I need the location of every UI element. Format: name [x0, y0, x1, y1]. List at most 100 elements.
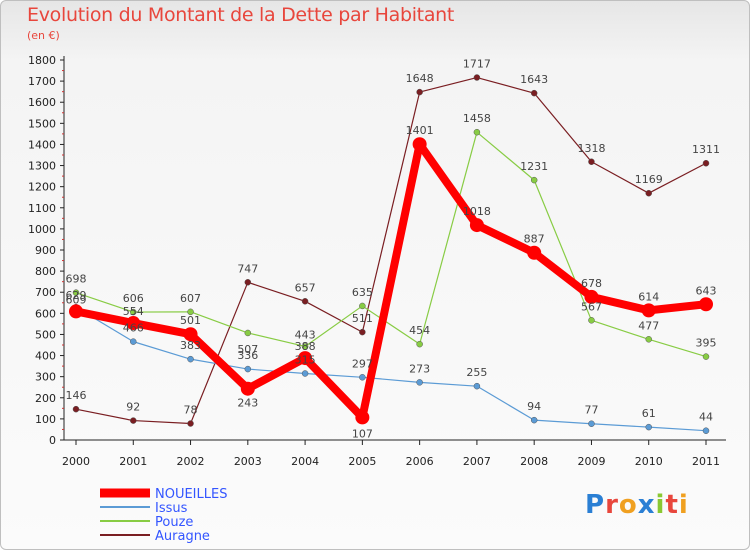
- data-label-pouze: 443: [295, 328, 316, 341]
- data-point-issus: [359, 374, 366, 381]
- logo-letter: i: [678, 490, 689, 520]
- data-point-noueilles: [126, 316, 141, 331]
- data-label-issus: 629: [66, 289, 87, 302]
- logo-letter: t: [665, 490, 679, 520]
- x-tick-label: 2004: [291, 455, 319, 468]
- data-label-pouze: 635: [352, 286, 373, 299]
- logo-letter: r: [605, 490, 619, 520]
- data-point-auragne: [244, 279, 252, 286]
- x-tick-label: 2003: [234, 455, 262, 468]
- data-label-pouze: 698: [66, 273, 87, 286]
- data-label-auragne: 146: [66, 389, 87, 402]
- data-point-issus: [473, 382, 481, 390]
- x-tick-label: 2007: [463, 455, 491, 468]
- data-point-auragne: [72, 405, 80, 413]
- x-tick-label: 2005: [348, 455, 376, 468]
- data-label-auragne: 747: [237, 262, 258, 275]
- data-point-auragne: [301, 298, 309, 305]
- data-point-issus: [130, 338, 137, 345]
- data-point-pouze: [473, 128, 481, 136]
- y-tick-label: 1100: [28, 202, 56, 215]
- data-label-issus: 94: [527, 400, 541, 413]
- data-label-auragne: 1648: [406, 72, 434, 85]
- data-label-noueilles: 614: [638, 290, 659, 303]
- logo-letter: o: [618, 490, 638, 520]
- data-point-auragne: [359, 328, 366, 336]
- legend-label-pouze: Pouze: [155, 515, 193, 530]
- y-tick-label: 1700: [28, 75, 56, 88]
- logo-letter: P: [585, 490, 606, 520]
- data-point-issus: [187, 355, 194, 363]
- data-label-noueilles: 1401: [406, 124, 434, 137]
- data-point-auragne: [702, 159, 710, 167]
- data-label-auragne: 78: [184, 404, 198, 417]
- data-label-auragne: 1169: [635, 173, 663, 186]
- data-label-noueilles: 243: [237, 397, 258, 410]
- data-point-pouze: [588, 317, 595, 324]
- data-label-noueilles: 609: [66, 293, 87, 306]
- data-point-pouze: [301, 343, 309, 350]
- data-point-issus: [702, 427, 710, 434]
- data-label-auragne: 511: [352, 312, 373, 325]
- y-tick-label: 400: [35, 350, 56, 363]
- data-label-noueilles: 1018: [463, 205, 491, 218]
- data-point-pouze: [416, 340, 423, 348]
- x-tick-label: 2006: [406, 455, 434, 468]
- y-tick-label: 1200: [28, 181, 56, 194]
- data-point-pouze: [359, 302, 366, 310]
- logo-letter: x: [637, 490, 656, 520]
- x-tick-label: 2009: [577, 455, 605, 468]
- data-point-noueilles: [355, 410, 370, 425]
- y-tick-label: 1600: [28, 96, 56, 109]
- y-tick-label: 900: [35, 244, 56, 257]
- y-tick-label: 300: [35, 371, 56, 384]
- data-point-issus: [244, 365, 252, 373]
- proxiti-logo: Proxiti: [585, 490, 689, 520]
- legend-label-auragne: Auragne: [155, 529, 210, 544]
- data-point-issus: [588, 420, 595, 427]
- legend-label-noueilles: NOUEILLES: [155, 487, 227, 502]
- data-label-issus: 77: [584, 404, 598, 417]
- data-label-auragne: 1318: [577, 142, 605, 155]
- data-point-auragne: [645, 189, 652, 197]
- data-point-pouze: [244, 329, 252, 337]
- data-point-noueilles: [584, 289, 599, 304]
- x-tick-label: 2001: [119, 455, 147, 468]
- data-label-noueilles: 643: [696, 284, 717, 297]
- data-label-noueilles: 887: [524, 233, 545, 246]
- y-tick-label: 1800: [28, 54, 56, 67]
- data-label-auragne: 657: [295, 281, 316, 294]
- data-label-auragne: 1643: [520, 73, 548, 86]
- data-point-pouze: [530, 176, 538, 184]
- data-label-issus: 61: [642, 407, 656, 420]
- data-point-noueilles: [412, 137, 427, 152]
- data-label-noueilles: 678: [581, 277, 602, 290]
- x-tick-label: 2010: [635, 455, 663, 468]
- data-label-auragne: 1717: [463, 58, 491, 71]
- data-label-pouze: 454: [409, 324, 430, 337]
- data-label-pouze: 567: [581, 300, 602, 313]
- y-tick-label: 600: [35, 307, 56, 320]
- y-tick-label: 1000: [28, 223, 56, 236]
- data-label-noueilles: 107: [352, 427, 373, 440]
- legend-label-issus: Issus: [155, 501, 188, 516]
- data-label-pouze: 1231: [520, 160, 548, 173]
- chart-subtitle: (en €): [27, 29, 60, 42]
- data-point-auragne: [473, 74, 481, 81]
- data-label-issus: 383: [180, 339, 201, 352]
- y-tick-label: 500: [35, 328, 56, 341]
- data-point-auragne: [588, 158, 595, 166]
- y-tick-label: 700: [35, 286, 56, 299]
- y-tick-label: 1300: [28, 160, 56, 173]
- data-label-noueilles: 554: [123, 305, 144, 318]
- logo-letter: i: [655, 490, 666, 520]
- x-tick-label: 2011: [692, 455, 720, 468]
- data-label-noueilles: 388: [295, 340, 316, 353]
- data-label-issus: 273: [409, 362, 430, 375]
- data-point-pouze: [72, 289, 80, 296]
- data-point-noueilles: [641, 303, 656, 318]
- data-point-issus: [530, 416, 538, 424]
- series-line-pouze: [75, 131, 707, 358]
